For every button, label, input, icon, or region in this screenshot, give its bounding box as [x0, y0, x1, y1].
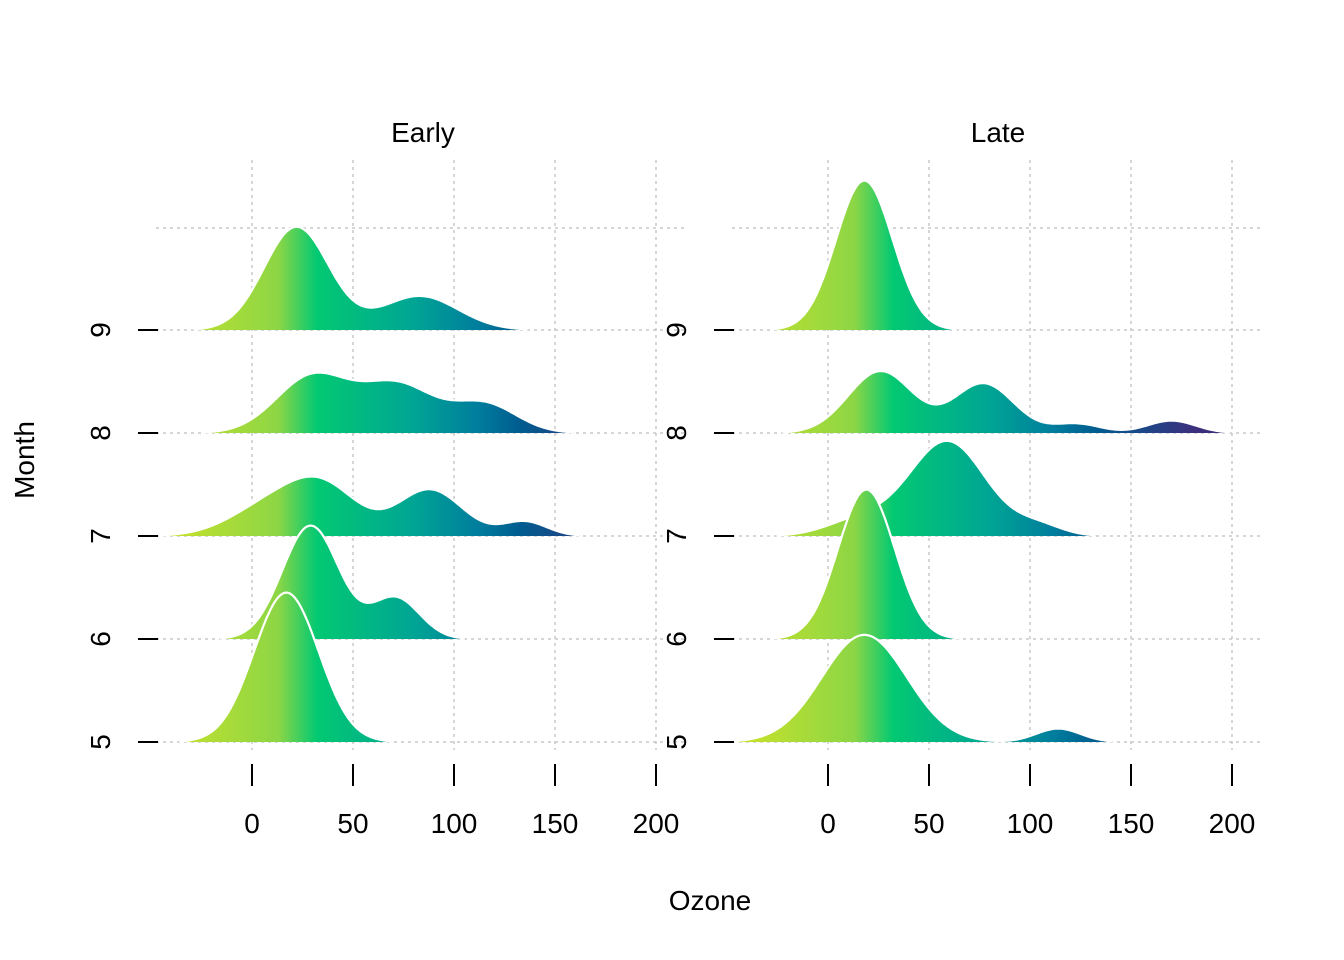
ridge-outline-month-7: [160, 475, 581, 537]
x-tick-label-0: 0: [820, 808, 836, 839]
ridge-outline-month-5: [729, 633, 1113, 743]
x-tick-label-0: 0: [244, 808, 260, 839]
ridge-outline-month-7: [776, 439, 1096, 537]
x-tick-label-200: 200: [1209, 808, 1256, 839]
y-tick-label-9: 9: [661, 322, 692, 338]
y-tick-label-7: 7: [661, 528, 692, 544]
y-tick-label-6: 6: [661, 631, 692, 647]
y-axis-late: 5 6 7 8 9: [661, 322, 734, 750]
ridges-late: [729, 179, 1230, 743]
y-axis-title: Month: [9, 421, 40, 499]
ridge-outline-month-5: [179, 591, 394, 743]
ridge-fill-month-5: [729, 634, 1113, 742]
gridlines-early: [156, 160, 688, 750]
x-tick-label-50: 50: [913, 808, 944, 839]
x-tick-label-50: 50: [337, 808, 368, 839]
ridge-fill-month-7: [776, 440, 1096, 536]
gridlines-late: [732, 160, 1264, 750]
ridge-outline-month-9: [193, 225, 528, 331]
ridge-outline-month-6: [773, 488, 960, 640]
x-axis-title: Ozone: [669, 885, 752, 916]
y-tick-label-8: 8: [661, 425, 692, 441]
x-axis-early: 0 50 100 150 200: [244, 764, 679, 839]
ridge-fill-month-9: [193, 226, 528, 330]
y-tick-label-6: 6: [85, 631, 116, 647]
y-tick-label-9: 9: [85, 322, 116, 338]
ridge-fill-month-7: [160, 476, 581, 536]
y-tick-label-5: 5: [85, 734, 116, 750]
x-tick-label-200: 200: [633, 808, 680, 839]
y-tick-label-8: 8: [85, 425, 116, 441]
ridge-fill-month-8: [782, 371, 1230, 433]
ridge-outline-month-6: [219, 524, 466, 640]
x-tick-label-150: 150: [532, 808, 579, 839]
ridge-outline-month-9: [771, 179, 958, 331]
x-tick-label-100: 100: [431, 808, 478, 839]
ridge-outline-month-8: [782, 369, 1230, 434]
y-axis-early: 5 6 7 8 9: [85, 322, 158, 750]
x-tick-label-100: 100: [1007, 808, 1054, 839]
x-tick-label-150: 150: [1108, 808, 1155, 839]
x-axis-late: 0 50 100 150 200: [820, 764, 1255, 839]
y-tick-label-5: 5: [661, 734, 692, 750]
y-tick-label-7: 7: [85, 528, 116, 544]
ridges-early: [160, 225, 581, 743]
panel-title-early: Early: [391, 117, 455, 148]
ridge-outline-month-8: [203, 371, 574, 434]
panel-early: Early 0 50 100 150 200 5 6 7 8 9: [85, 117, 688, 839]
ridge-fill-month-8: [203, 372, 574, 433]
panel-title-late: Late: [971, 117, 1026, 148]
panel-late: Late 0 50 100 150 200 5 6 7 8 9: [661, 117, 1264, 839]
